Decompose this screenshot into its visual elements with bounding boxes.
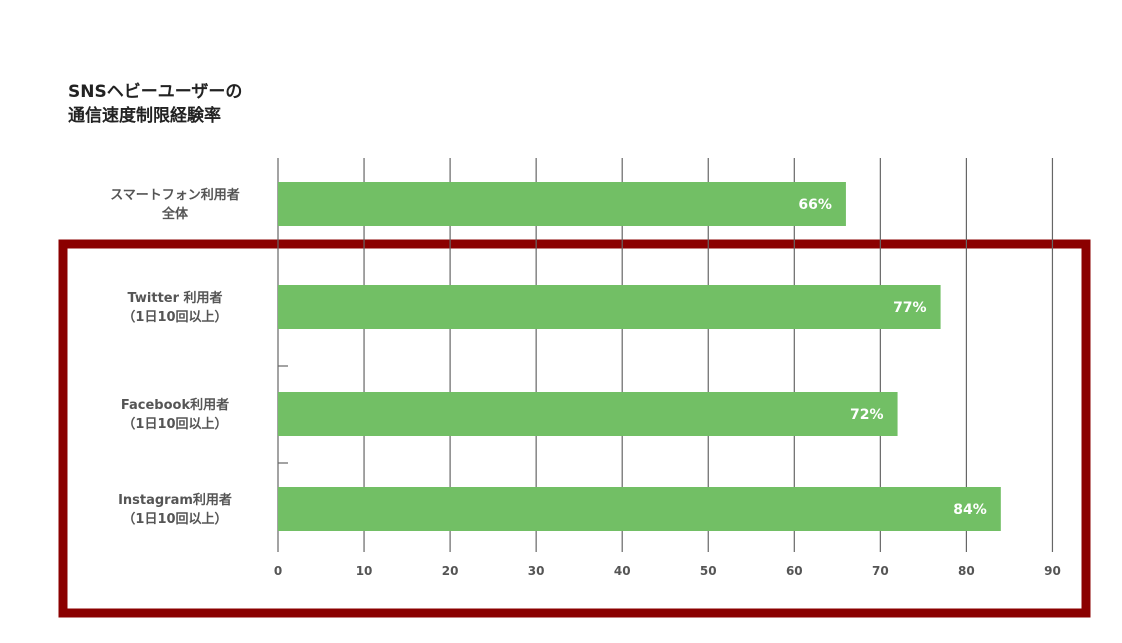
bar-value-label: 72% — [850, 407, 884, 423]
category-label: Twitter 利用者 — [127, 290, 222, 306]
bar — [278, 487, 1001, 531]
x-tick-label: 80 — [958, 564, 975, 578]
x-tick-label: 60 — [786, 564, 803, 578]
bar — [278, 392, 898, 436]
x-tick-label: 90 — [1044, 564, 1061, 578]
x-tick-label: 70 — [872, 564, 889, 578]
category-label: 全体 — [161, 206, 189, 222]
highlight-box — [58, 239, 1091, 618]
category-label: Facebook利用者 — [121, 397, 229, 413]
category-label: （1日10回以上） — [122, 511, 227, 527]
bar — [278, 285, 941, 329]
x-tick-label: 30 — [528, 564, 545, 578]
x-tick-label: 40 — [614, 564, 631, 578]
chart-title: SNSヘビーユーザーの 通信速度制限経験率 — [68, 80, 242, 128]
category-label: スマートフォン利用者 — [110, 187, 240, 203]
bar-value-label: 84% — [953, 502, 987, 518]
chart-title-line: SNSヘビーユーザーの — [68, 82, 243, 102]
category-label: Instagram利用者 — [118, 492, 232, 508]
category-label: （1日10回以上） — [122, 309, 227, 325]
x-tick-label: 0 — [274, 564, 282, 578]
chart-title-line: 通信速度制限経験率 — [68, 106, 221, 126]
bar-value-label: 66% — [798, 197, 832, 213]
x-tick-label: 20 — [442, 564, 459, 578]
x-tick-label: 50 — [700, 564, 717, 578]
bar-value-label: 77% — [893, 300, 927, 316]
category-label: （1日10回以上） — [122, 416, 227, 432]
x-tick-label: 10 — [356, 564, 373, 578]
bar — [278, 182, 846, 226]
